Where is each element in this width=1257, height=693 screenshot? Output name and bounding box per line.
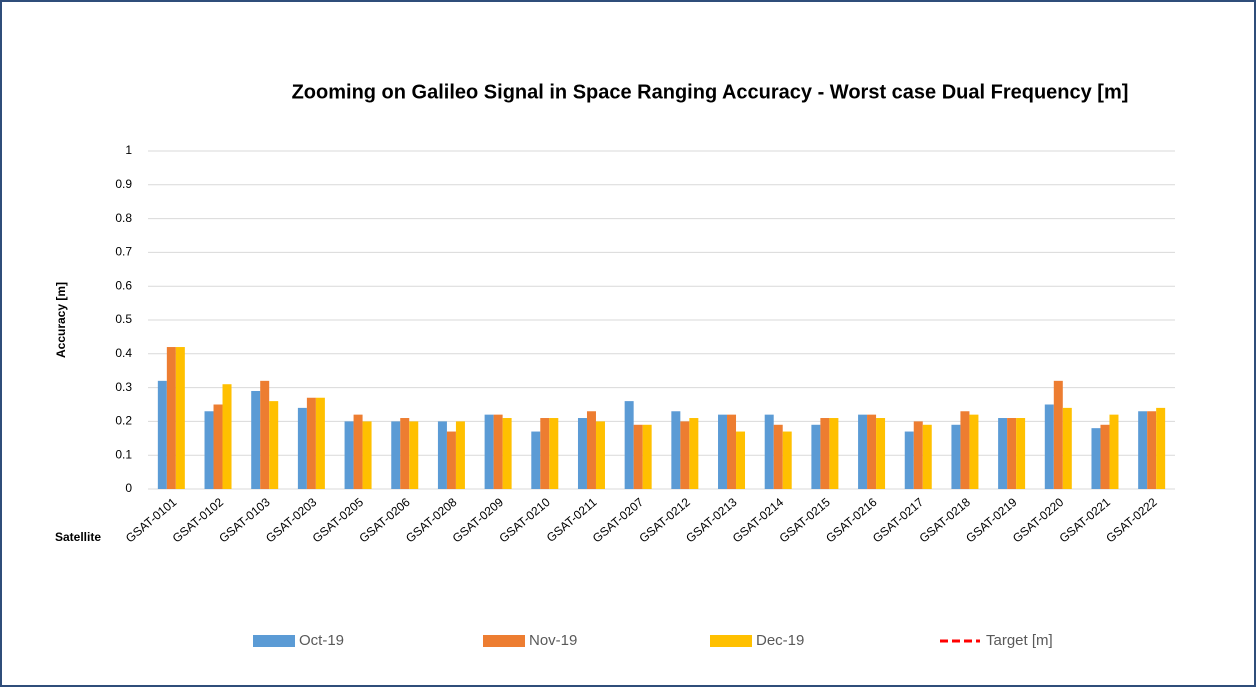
bar — [829, 418, 839, 489]
bar — [1100, 424, 1110, 489]
bar — [671, 411, 681, 489]
bar — [306, 397, 316, 489]
bar — [493, 414, 503, 489]
bar — [904, 431, 914, 489]
bar — [960, 411, 970, 489]
bar — [1053, 380, 1063, 489]
bar — [867, 414, 877, 489]
bar — [437, 421, 447, 489]
bar — [353, 414, 363, 489]
bar — [858, 414, 868, 489]
bar — [680, 421, 690, 489]
bar — [1062, 407, 1072, 489]
legend-swatch — [710, 635, 752, 647]
legend-label: Nov-19 — [529, 632, 577, 649]
bar — [642, 424, 652, 489]
bar — [820, 418, 830, 489]
y-tick-label: 0.9 — [115, 177, 132, 191]
legend-label: Oct-19 — [299, 632, 344, 649]
bar — [1016, 418, 1026, 489]
bar — [773, 424, 783, 489]
bar — [269, 401, 279, 489]
bar — [166, 347, 176, 489]
bar — [586, 411, 596, 489]
bar — [1147, 411, 1157, 489]
y-tick-label: 0.2 — [115, 414, 132, 428]
bar — [998, 418, 1008, 489]
y-axis-label: Accuracy [m] — [54, 282, 68, 358]
legend-swatch — [483, 635, 525, 647]
bar — [540, 418, 550, 489]
bar — [1044, 404, 1054, 489]
bar — [1007, 418, 1017, 489]
bar — [484, 414, 494, 489]
bar — [951, 424, 961, 489]
bar — [1091, 428, 1101, 489]
y-tick-label: 0.7 — [115, 245, 132, 259]
bar — [157, 380, 167, 489]
bar — [577, 418, 587, 489]
bar — [204, 411, 214, 489]
bar — [455, 421, 465, 489]
bar — [689, 418, 699, 489]
bar — [222, 384, 232, 489]
legend-label: Dec-19 — [756, 632, 804, 649]
bar — [400, 418, 410, 489]
bar — [1109, 414, 1119, 489]
bar — [362, 421, 372, 489]
bar — [876, 418, 886, 489]
bar — [344, 421, 354, 489]
bar — [391, 421, 401, 489]
bar — [502, 418, 512, 489]
bar — [624, 401, 634, 489]
bar — [913, 421, 923, 489]
bar — [595, 421, 605, 489]
bar — [175, 347, 185, 489]
chart-title: Zooming on Galileo Signal in Space Rangi… — [292, 81, 1129, 103]
bar — [969, 414, 979, 489]
bar — [446, 431, 456, 489]
bar — [727, 414, 737, 489]
bar — [549, 418, 559, 489]
y-tick-label: 0.8 — [115, 211, 132, 225]
y-tick-label: 0.4 — [115, 346, 132, 360]
bar — [260, 380, 270, 489]
bar — [718, 414, 728, 489]
bar — [1156, 407, 1166, 489]
bar — [213, 404, 223, 489]
y-tick-label: 0.6 — [115, 278, 132, 292]
y-tick-label: 0 — [125, 481, 132, 495]
bar — [251, 390, 261, 489]
bar — [297, 407, 307, 489]
y-tick-label: 0.3 — [115, 380, 132, 394]
bar — [409, 421, 419, 489]
bar — [782, 431, 792, 489]
bar — [811, 424, 821, 489]
bar — [764, 414, 774, 489]
bar — [736, 431, 746, 489]
bar — [633, 424, 643, 489]
x-axis-label: Satellite — [55, 530, 101, 544]
bar — [531, 431, 541, 489]
y-tick-label: 1 — [125, 143, 132, 157]
legend-swatch — [253, 635, 295, 647]
bar — [1138, 411, 1148, 489]
y-tick-label: 0.5 — [115, 312, 132, 326]
bar — [315, 397, 325, 489]
y-tick-label: 0.1 — [115, 447, 132, 461]
bar — [922, 424, 932, 489]
legend-label: Target [m] — [986, 632, 1053, 649]
